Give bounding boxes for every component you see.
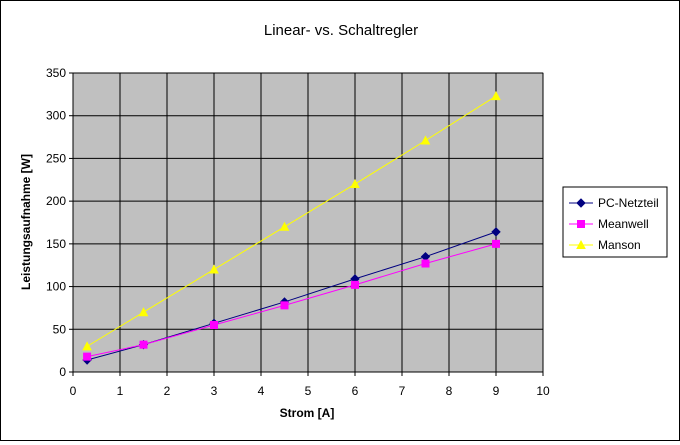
y-tick-label: 250 <box>46 151 66 165</box>
x-tick-label: 4 <box>258 384 265 398</box>
data-point <box>491 91 501 101</box>
data-point <box>280 301 289 310</box>
x-tick-label: 0 <box>70 384 77 398</box>
x-tick-label: 10 <box>536 384 550 398</box>
data-point <box>421 259 430 268</box>
data-point <box>351 280 359 289</box>
chart-title: Linear- vs. Schaltregler <box>264 22 418 39</box>
x-tick-label: 7 <box>399 384 406 398</box>
y-tick-label: 150 <box>46 237 66 251</box>
y-tick-label: 300 <box>46 109 66 123</box>
x-tick-label: 6 <box>352 384 359 398</box>
y-tick-label: 350 <box>46 66 66 80</box>
data-point <box>82 341 92 351</box>
data-point <box>420 135 431 145</box>
data-point <box>350 178 360 189</box>
plot-area <box>72 72 544 373</box>
y-tick-label: 200 <box>46 194 66 208</box>
legend: PC-Netzteil Meanwell Manson <box>562 186 668 258</box>
y-axis-label: Leistungsaufnahme [W] <box>19 154 33 290</box>
y-tick-label: 0 <box>59 365 66 379</box>
legend-marker <box>577 220 585 228</box>
y-tick-label: 50 <box>53 322 67 336</box>
data-point <box>279 221 290 231</box>
x-tick-label: 8 <box>446 384 453 398</box>
data-point <box>492 239 500 248</box>
y-axis-ticks: 0 50 100 150 200 250 300 350 <box>46 66 73 379</box>
legend-label: Meanwell <box>598 217 649 231</box>
data-point <box>491 227 501 237</box>
data-point <box>138 307 149 317</box>
data-point <box>139 340 148 349</box>
x-axis-ticks: 0 1 2 3 4 5 6 7 8 9 10 <box>70 372 550 398</box>
legend-marker <box>576 198 586 208</box>
legend-marker <box>576 239 586 249</box>
series-1 <box>83 239 500 361</box>
data-point <box>83 352 92 361</box>
series-2 <box>82 91 501 351</box>
x-tick-label: 5 <box>305 384 312 398</box>
x-tick-label: 2 <box>164 384 171 398</box>
data-point <box>210 321 218 330</box>
legend-label: Manson <box>598 238 641 252</box>
x-tick-label: 3 <box>211 384 218 398</box>
x-axis-label: Strom [A] <box>280 406 335 420</box>
data-point <box>209 264 219 274</box>
legend-label: PC-Netzteil <box>598 196 659 210</box>
series-layer <box>82 91 501 365</box>
x-tick-label: 1 <box>117 384 124 398</box>
x-tick-label: 9 <box>493 384 500 398</box>
y-tick-label: 100 <box>46 280 66 294</box>
